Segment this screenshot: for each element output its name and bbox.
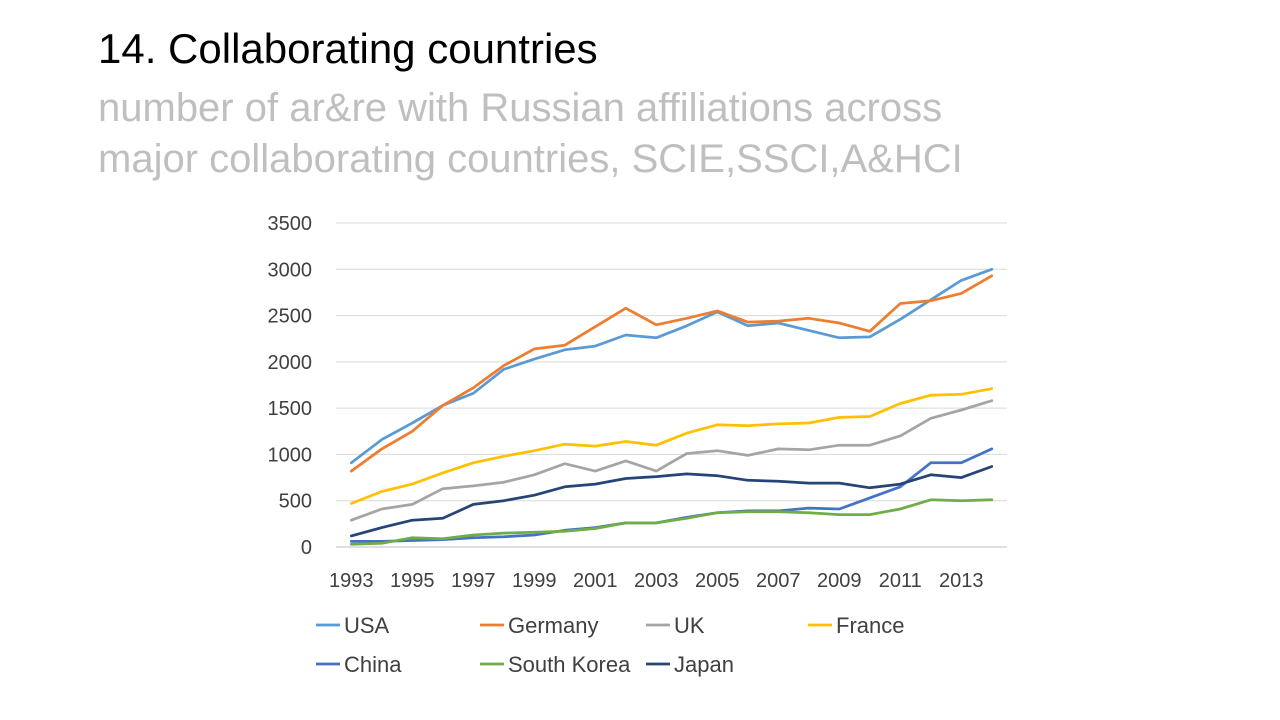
x-tick-label: 2005 [695,570,740,592]
series-line-germany [349,274,994,473]
legend-label-usa: USA [344,613,390,638]
series-line-france [349,387,994,505]
y-tick-label: 2000 [268,352,313,374]
y-tick-label: 0 [301,537,312,559]
chart-gridlines [336,222,1007,548]
x-axis-tick-labels: 1993 1995 1997 1999 2001 2003 2005 2007 2009 2011… [329,570,984,592]
x-tick-label: 2011 [879,570,922,592]
x-tick-label: 1995 [390,570,435,592]
x-tick-label: 1997 [451,570,496,592]
subtitle-line-2: major collaborating countries, SCIE,SSCI… [98,137,963,181]
y-axis-tick-labels: 0 500 1000 1500 2000 2500 3000 3500 [268,213,313,559]
y-tick-label: 3500 [268,213,313,235]
x-tick-label: 2013 [939,570,984,592]
y-tick-label: 1000 [268,444,313,466]
series-line-japan [349,465,994,538]
series-line-usa [349,267,994,465]
legend-label-south-korea: South Korea [508,652,631,677]
legend-label-china: China [344,652,402,677]
legend-label-uk: UK [674,613,705,638]
slide-title: 14. Collaborating countries [98,25,598,72]
chart-series [349,267,994,546]
y-tick-label: 1500 [268,398,313,420]
x-tick-label: 1993 [329,570,374,592]
subtitle-line-1: number of ar&re with Russian affiliation… [98,86,943,130]
series-line-uk [349,399,994,522]
legend-label-germany: Germany [508,613,598,638]
series-line-south-korea [349,498,994,546]
legend-label-france: France [836,613,904,638]
x-tick-label: 2003 [634,570,679,592]
y-tick-label: 3000 [268,259,313,281]
chart-legend: USA Germany UK France China South Korea Japan [316,613,904,677]
x-tick-label: 1999 [512,570,557,592]
slide-subtitle: number of ar&re with Russian affiliation… [98,83,1218,185]
legend-label-japan: Japan [674,652,734,677]
x-tick-label: 2001 [573,570,618,592]
x-tick-label: 2009 [817,570,862,592]
y-tick-label: 500 [279,491,312,513]
y-tick-label: 2500 [268,306,313,328]
x-tick-label: 2007 [756,570,801,592]
